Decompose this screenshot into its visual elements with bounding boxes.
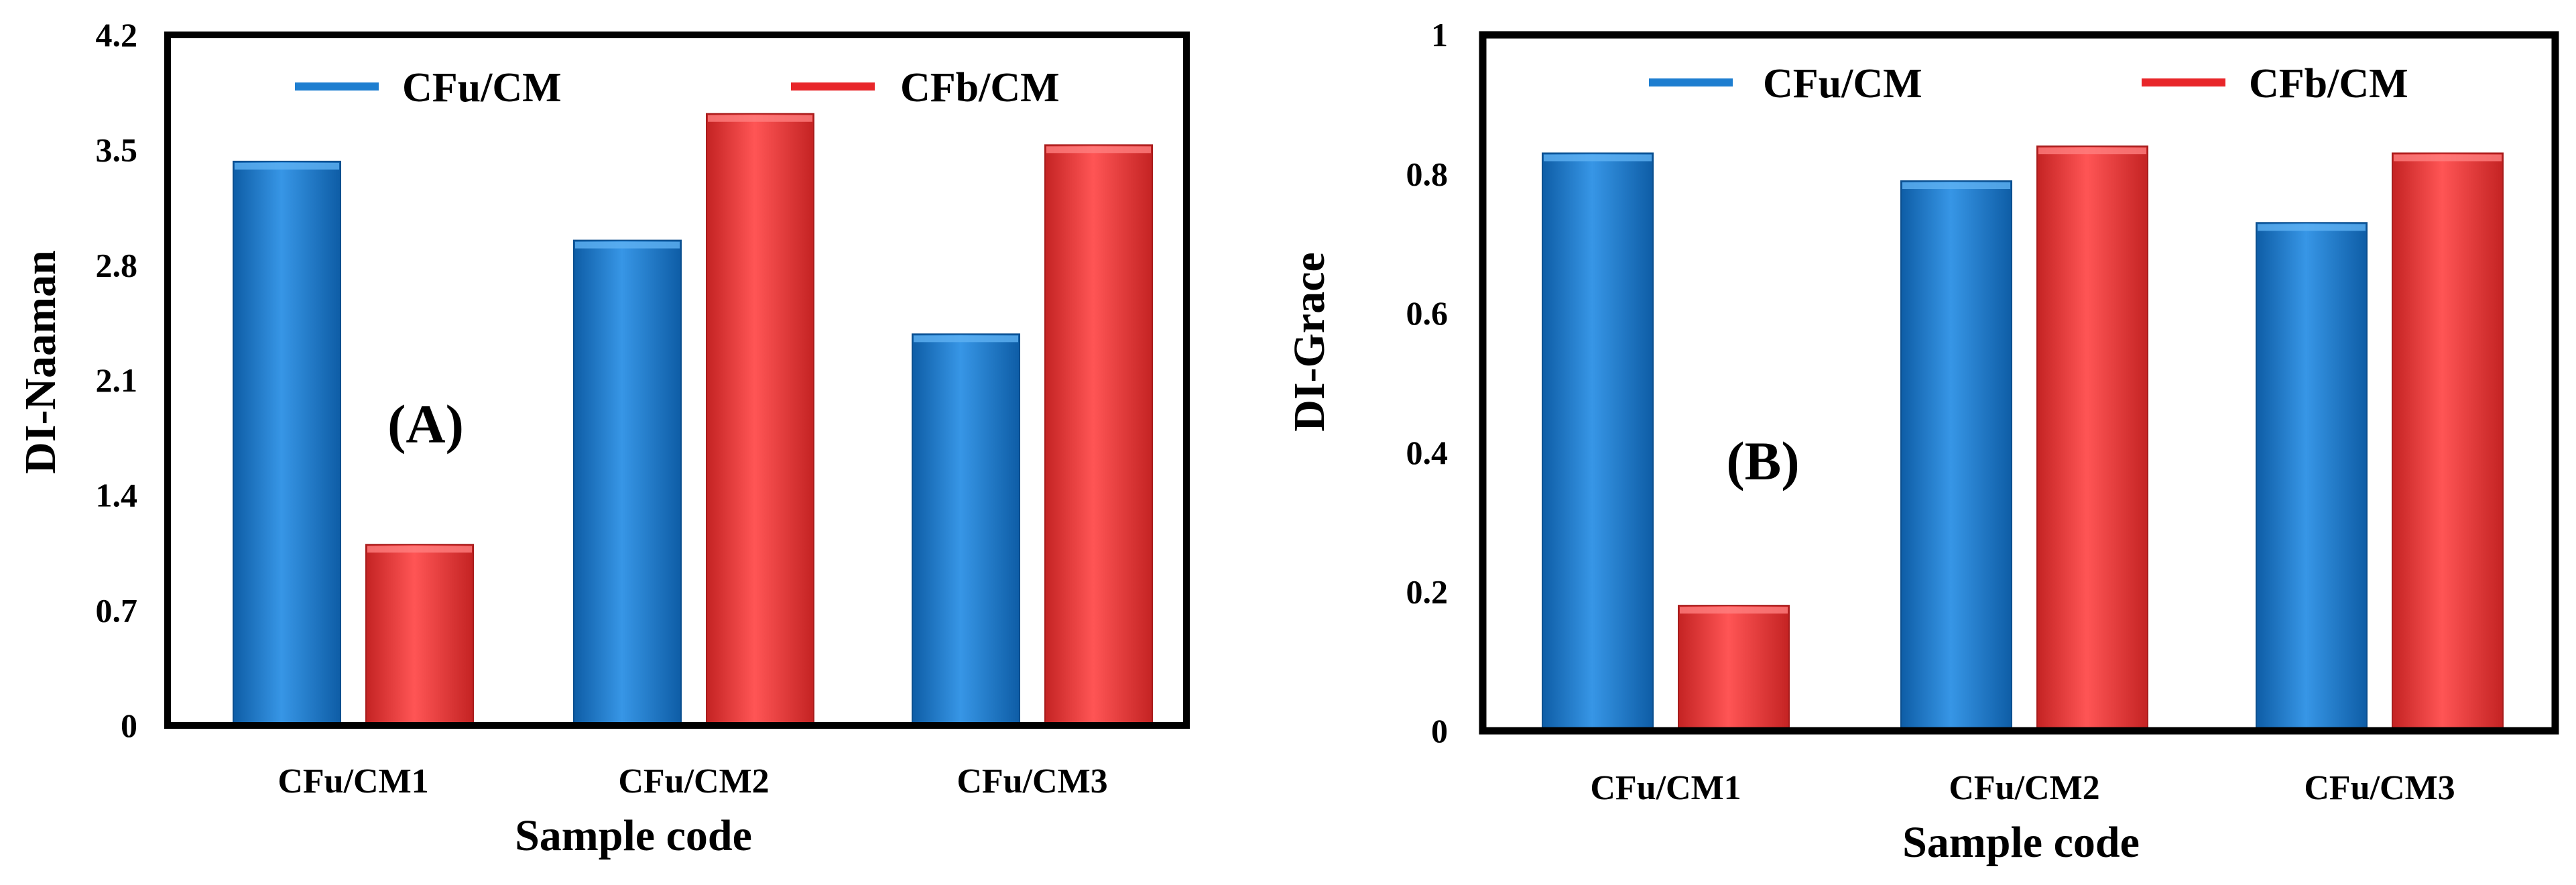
panel-b-bar-highlight-cfu-3: [2258, 224, 2366, 231]
panel-a-bar-cfu-1: [233, 160, 341, 727]
panel-a-legend-swatch-cfu: [295, 82, 379, 91]
panel-a-xtick-label: CFu/CM2: [618, 762, 769, 801]
panel-b-bar-cfb-1: [1678, 605, 1790, 731]
panel-a-bar-cfu-2: [573, 239, 682, 726]
panel-b-bar-cfb-2: [2036, 145, 2148, 731]
panel-a-bar-highlight-cfb-2: [708, 115, 812, 122]
panel-a-yticks: 0 0.7 1.4 2.1 2.8 3.5 4.2: [96, 16, 138, 744]
panel-b-legend-label-cfu: CFu/CM: [1763, 61, 1922, 107]
panel-a-bar-highlight-cfu-2: [575, 241, 680, 249]
panel-a-legend: CFu/CM CFb/CM: [295, 65, 1060, 111]
panel-b-xtick-label: CFu/CM1: [1590, 769, 1741, 807]
panel-b-xticks: CFu/CM1 CFu/CM2 CFu/CM3: [1590, 769, 2455, 807]
panel-b-legend-swatch-cfb: [2142, 78, 2225, 86]
panel-a-ytick-label: 1.4: [96, 477, 138, 514]
panel-b-bar-highlight-cfu-1: [1544, 154, 1652, 162]
panel-b-ytick-label: 0.4: [1406, 434, 1449, 471]
panel-a-tag: (A): [387, 394, 464, 455]
panel-b-ytick-label: 0.8: [1406, 156, 1449, 193]
panel-b-legend-label-cfb: CFb/CM: [2249, 61, 2408, 107]
panel-a-xtick-label: CFu/CM3: [957, 762, 1107, 801]
panel-a-xticks: CFu/CM1 CFu/CM2 CFu/CM3: [278, 762, 1107, 801]
panel-b-ytick-label: 0: [1431, 712, 1448, 750]
panel-a-bar-cfb-3: [1044, 144, 1153, 727]
panel-a-bar-highlight-cfb-3: [1046, 146, 1151, 154]
panel-b-bar-highlight-cfb-1: [1680, 607, 1788, 614]
panel-a-ytick-label: 4.2: [96, 16, 138, 54]
panel-a-bars: [233, 113, 1153, 727]
panel-b-ytick-label: 0.6: [1406, 294, 1449, 332]
panel-b-legend-swatch-cfu: [1649, 78, 1733, 86]
panel-b-ytick-label: 0.2: [1406, 573, 1449, 610]
panel-b-tag: (B): [1726, 430, 1799, 491]
panel-a-legend-swatch-cfb: [791, 82, 875, 91]
panel-b-bar-cfu-2: [1900, 180, 2012, 732]
panel-b-bar-highlight-cfb-2: [2038, 148, 2146, 155]
panel-a-bar-cfu-3: [912, 333, 1020, 727]
panel-b-bar-highlight-cfu-2: [1902, 182, 2010, 189]
panel-b-bar-cfu-1: [1542, 152, 1654, 731]
panel-b-plot-frame: [1479, 31, 2559, 735]
panel-a-ytick-label: 2.1: [96, 361, 138, 399]
panel-a-legend-label-cfb: CFb/CM: [900, 65, 1060, 111]
panel-a-ytick-label: 2.8: [96, 246, 138, 284]
panel-a-plot-frame: [164, 32, 1190, 729]
panel-a-bar-cfb-2: [706, 113, 814, 726]
panel-b-xtick-label: CFu/CM2: [1949, 769, 2099, 807]
panel-a-ytick-label: 0: [121, 707, 137, 744]
panel-a-bar-cfb-1: [365, 544, 474, 726]
panel-a-xtick-label: CFu/CM1: [278, 762, 428, 801]
panel-a-bar-highlight-cfb-1: [367, 546, 472, 553]
panel-a-xlabel: Sample code: [515, 811, 752, 860]
panel-b-ylabel: DI-Grace: [1285, 252, 1334, 432]
panel-a-ylabel: DI-Naaman: [16, 250, 65, 474]
panel-b-ytick-label: 1: [1431, 16, 1448, 54]
panel-a-ytick-label: 0.7: [96, 591, 138, 629]
panel-a-bar-highlight-cfu-3: [914, 335, 1018, 343]
chart-panel-b: 0 0.2 0.4 0.6 0.8 1 CFu/CM1 CFu/CM2 CFu/CM3 DI-…: [1285, 16, 2559, 867]
panel-b-xlabel: Sample code: [1902, 818, 2140, 867]
panel-a-bar-highlight-cfu-1: [235, 162, 339, 170]
panel-b-yticks: 0 0.2 0.4 0.6 0.8 1: [1406, 16, 1449, 750]
panel-b-bar-cfu-3: [2256, 222, 2368, 731]
panel-b-bars: [1542, 145, 2504, 732]
panel-b-legend: CFu/CM CFb/CM: [1649, 61, 2408, 107]
panel-b-bar-highlight-cfb-3: [2394, 154, 2502, 162]
panel-b-xtick-label: CFu/CM3: [2304, 769, 2455, 807]
chart-panel-a: 00.71.42.12.83.54.2 CFu/CM1 CFu/CM2 CFu/CM…: [16, 16, 1190, 860]
panel-b-bar-cfb-3: [2392, 152, 2504, 731]
panel-a-legend-label-cfu: CFu/CM: [402, 65, 562, 111]
panel-a-ytick-label: 3.5: [96, 131, 138, 169]
